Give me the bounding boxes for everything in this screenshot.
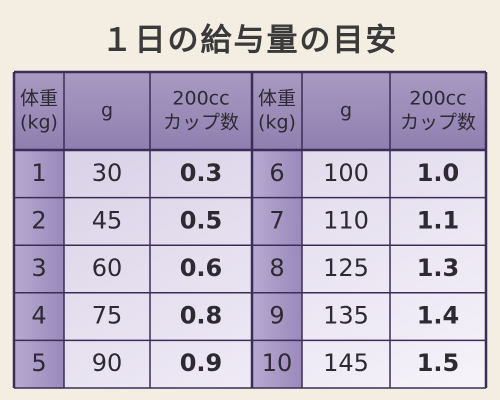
weight-column-bg (14, 150, 64, 388)
cell-text: 1.5 (417, 349, 460, 377)
cell-text: 2 (31, 206, 46, 234)
body-bg (14, 150, 486, 388)
cell-text: 45 (92, 206, 123, 234)
cell-text: 60 (92, 254, 123, 282)
cell-text: 1.1 (417, 206, 460, 234)
header-text: 200cc (409, 88, 466, 110)
cell-text: 75 (92, 302, 123, 330)
cell-text: 1.4 (417, 302, 460, 330)
header-text: 体重 (258, 88, 296, 110)
cell-text: 135 (323, 302, 369, 330)
header-text: (kg) (258, 112, 296, 134)
cell-text: 5 (31, 349, 46, 377)
header-text: g (101, 100, 113, 122)
cell-text: 4 (31, 302, 46, 330)
header-text: カップ数 (400, 112, 476, 134)
cell-text: 0.9 (180, 349, 223, 377)
cell-text: 8 (269, 254, 284, 282)
cell-text: 145 (323, 349, 369, 377)
cell-text: 7 (269, 206, 284, 234)
cell-text: 0.5 (180, 206, 223, 234)
cell-text: 100 (323, 159, 369, 187)
cell-text: 9 (269, 302, 284, 330)
cell-text: 0.8 (180, 302, 223, 330)
title: １日の給与量の目安 (102, 23, 399, 59)
cell-text: 0.3 (180, 159, 223, 187)
weight-column-bg (252, 150, 302, 388)
cell-text: 1.3 (417, 254, 460, 282)
cell-text: 6 (269, 159, 284, 187)
header-text: g (340, 100, 352, 122)
cell-text: 30 (92, 159, 123, 187)
cell-text: 3 (31, 254, 46, 282)
cell-text: 1.0 (417, 159, 460, 187)
header-bg (14, 72, 486, 150)
header-text: 体重 (20, 88, 58, 110)
header-text: カップ数 (163, 112, 239, 134)
cell-text: 110 (323, 206, 369, 234)
cell-text: 90 (92, 349, 123, 377)
cell-text: 125 (323, 254, 369, 282)
header-text: 200cc (172, 88, 229, 110)
cell-text: 1 (31, 159, 46, 187)
cell-text: 10 (262, 349, 293, 377)
header-text: (kg) (20, 112, 58, 134)
cell-text: 0.6 (180, 254, 223, 282)
